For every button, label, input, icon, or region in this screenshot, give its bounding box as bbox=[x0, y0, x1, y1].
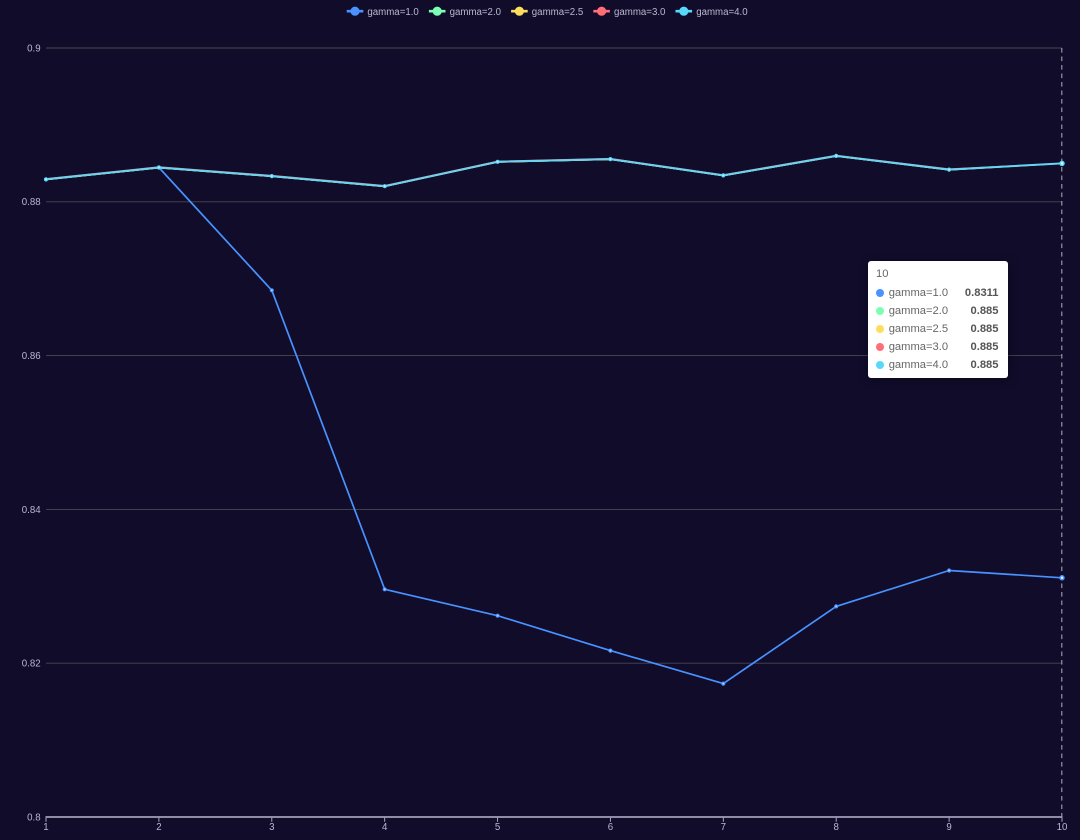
svg-text:gamma=3.0: gamma=3.0 bbox=[614, 7, 666, 18]
svg-text:7: 7 bbox=[721, 822, 726, 833]
svg-text:0.84: 0.84 bbox=[22, 505, 41, 516]
svg-text:1: 1 bbox=[43, 822, 48, 833]
svg-text:9: 9 bbox=[946, 822, 951, 833]
svg-text:4: 4 bbox=[382, 822, 388, 833]
svg-text:gamma=2.5: gamma=2.5 bbox=[532, 7, 583, 18]
svg-text:0.88: 0.88 bbox=[22, 197, 41, 208]
svg-text:5: 5 bbox=[495, 822, 500, 833]
svg-text:0.86: 0.86 bbox=[22, 351, 41, 362]
svg-text:0.9: 0.9 bbox=[27, 43, 40, 54]
svg-text:gamma=2.0: gamma=2.0 bbox=[450, 7, 502, 18]
svg-text:10: 10 bbox=[1057, 822, 1068, 833]
svg-text:8: 8 bbox=[834, 822, 839, 833]
svg-text:0.82: 0.82 bbox=[22, 659, 41, 670]
svg-text:0.8: 0.8 bbox=[27, 812, 40, 823]
svg-text:gamma=1.0: gamma=1.0 bbox=[367, 7, 419, 18]
svg-text:3: 3 bbox=[269, 822, 274, 833]
svg-text:gamma=4.0: gamma=4.0 bbox=[696, 7, 748, 18]
svg-text:2: 2 bbox=[156, 822, 161, 833]
svg-text:6: 6 bbox=[608, 822, 613, 833]
